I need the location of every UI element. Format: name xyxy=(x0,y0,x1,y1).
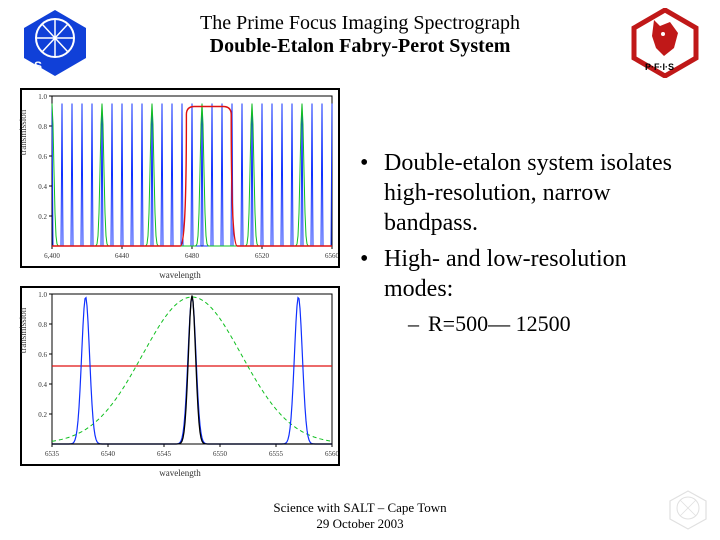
svg-text:1.0: 1.0 xyxy=(38,291,47,299)
header: S The Prime Focus Imaging Spectrograph D… xyxy=(0,0,720,78)
charts-column: 0.2 0.4 0.6 0.8 1.0 6,400 6440 6480 6520 6560 tra… xyxy=(20,88,340,484)
chart-bottom: 0.20.40.60.81.0653565406545655065556560 … xyxy=(20,286,340,466)
chart1-xlabel: wavelength xyxy=(20,270,340,280)
svg-text:6540: 6540 xyxy=(101,450,116,458)
svg-text:6545: 6545 xyxy=(157,450,172,458)
watermark-logo xyxy=(668,490,708,530)
bullet-1: Double-etalon system isolates high-resol… xyxy=(360,148,700,238)
svg-text:6550: 6550 xyxy=(213,450,228,458)
salt-logo: S xyxy=(20,8,90,78)
title-block: The Prime Focus Imaging Spectrograph Dou… xyxy=(90,8,630,58)
svg-text:6535: 6535 xyxy=(45,450,60,458)
svg-text:0.8: 0.8 xyxy=(38,123,47,131)
content-area: 0.2 0.4 0.6 0.8 1.0 6,400 6440 6480 6520 6560 tra… xyxy=(0,78,720,484)
title-line-1: The Prime Focus Imaging Spectrograph xyxy=(90,12,630,35)
bullet-2: High- and low-resolution modes: R=500— 1… xyxy=(360,244,700,338)
chart1-ylabel: transmission xyxy=(18,110,28,156)
svg-text:6520: 6520 xyxy=(255,252,270,260)
svg-text:6480: 6480 xyxy=(185,252,200,260)
footer: Science with SALT – Cape Town 29 October… xyxy=(0,500,720,532)
footer-line-1: Science with SALT – Cape Town xyxy=(0,500,720,516)
svg-text:1.0: 1.0 xyxy=(38,93,47,101)
pfis-logo: P·F·I·S xyxy=(630,8,700,78)
svg-text:P·F·I·S: P·F·I·S xyxy=(645,62,674,72)
chart2-xlabel: wavelength xyxy=(20,468,340,478)
sub-bullet-1: R=500— 12500 xyxy=(408,310,700,338)
svg-text:S: S xyxy=(34,59,42,73)
svg-text:0.6: 0.6 xyxy=(38,153,47,161)
svg-text:0.8: 0.8 xyxy=(38,321,47,329)
chart2-ylabel: transmission xyxy=(18,308,28,354)
svg-text:6560: 6560 xyxy=(325,450,338,458)
svg-text:6,400: 6,400 xyxy=(44,252,60,260)
svg-text:6440: 6440 xyxy=(115,252,130,260)
svg-text:6555: 6555 xyxy=(269,450,284,458)
svg-text:0.2: 0.2 xyxy=(38,213,47,221)
footer-line-2: 29 October 2003 xyxy=(0,516,720,532)
svg-text:0.4: 0.4 xyxy=(38,381,47,389)
svg-text:0.4: 0.4 xyxy=(38,183,47,191)
svg-text:0.2: 0.2 xyxy=(38,411,47,419)
bullet-2-text: High- and low-resolution modes: xyxy=(384,246,627,302)
svg-text:6560: 6560 xyxy=(325,252,338,260)
text-column: Double-etalon system isolates high-resol… xyxy=(340,88,700,484)
svg-text:0.6: 0.6 xyxy=(38,351,47,359)
chart-top: 0.2 0.4 0.6 0.8 1.0 6,400 6440 6480 6520 6560 tra… xyxy=(20,88,340,268)
sub-list: R=500— 12500 xyxy=(384,310,700,338)
bullet-list: Double-etalon system isolates high-resol… xyxy=(360,148,700,338)
title-line-2: Double-Etalon Fabry-Perot System xyxy=(90,35,630,58)
